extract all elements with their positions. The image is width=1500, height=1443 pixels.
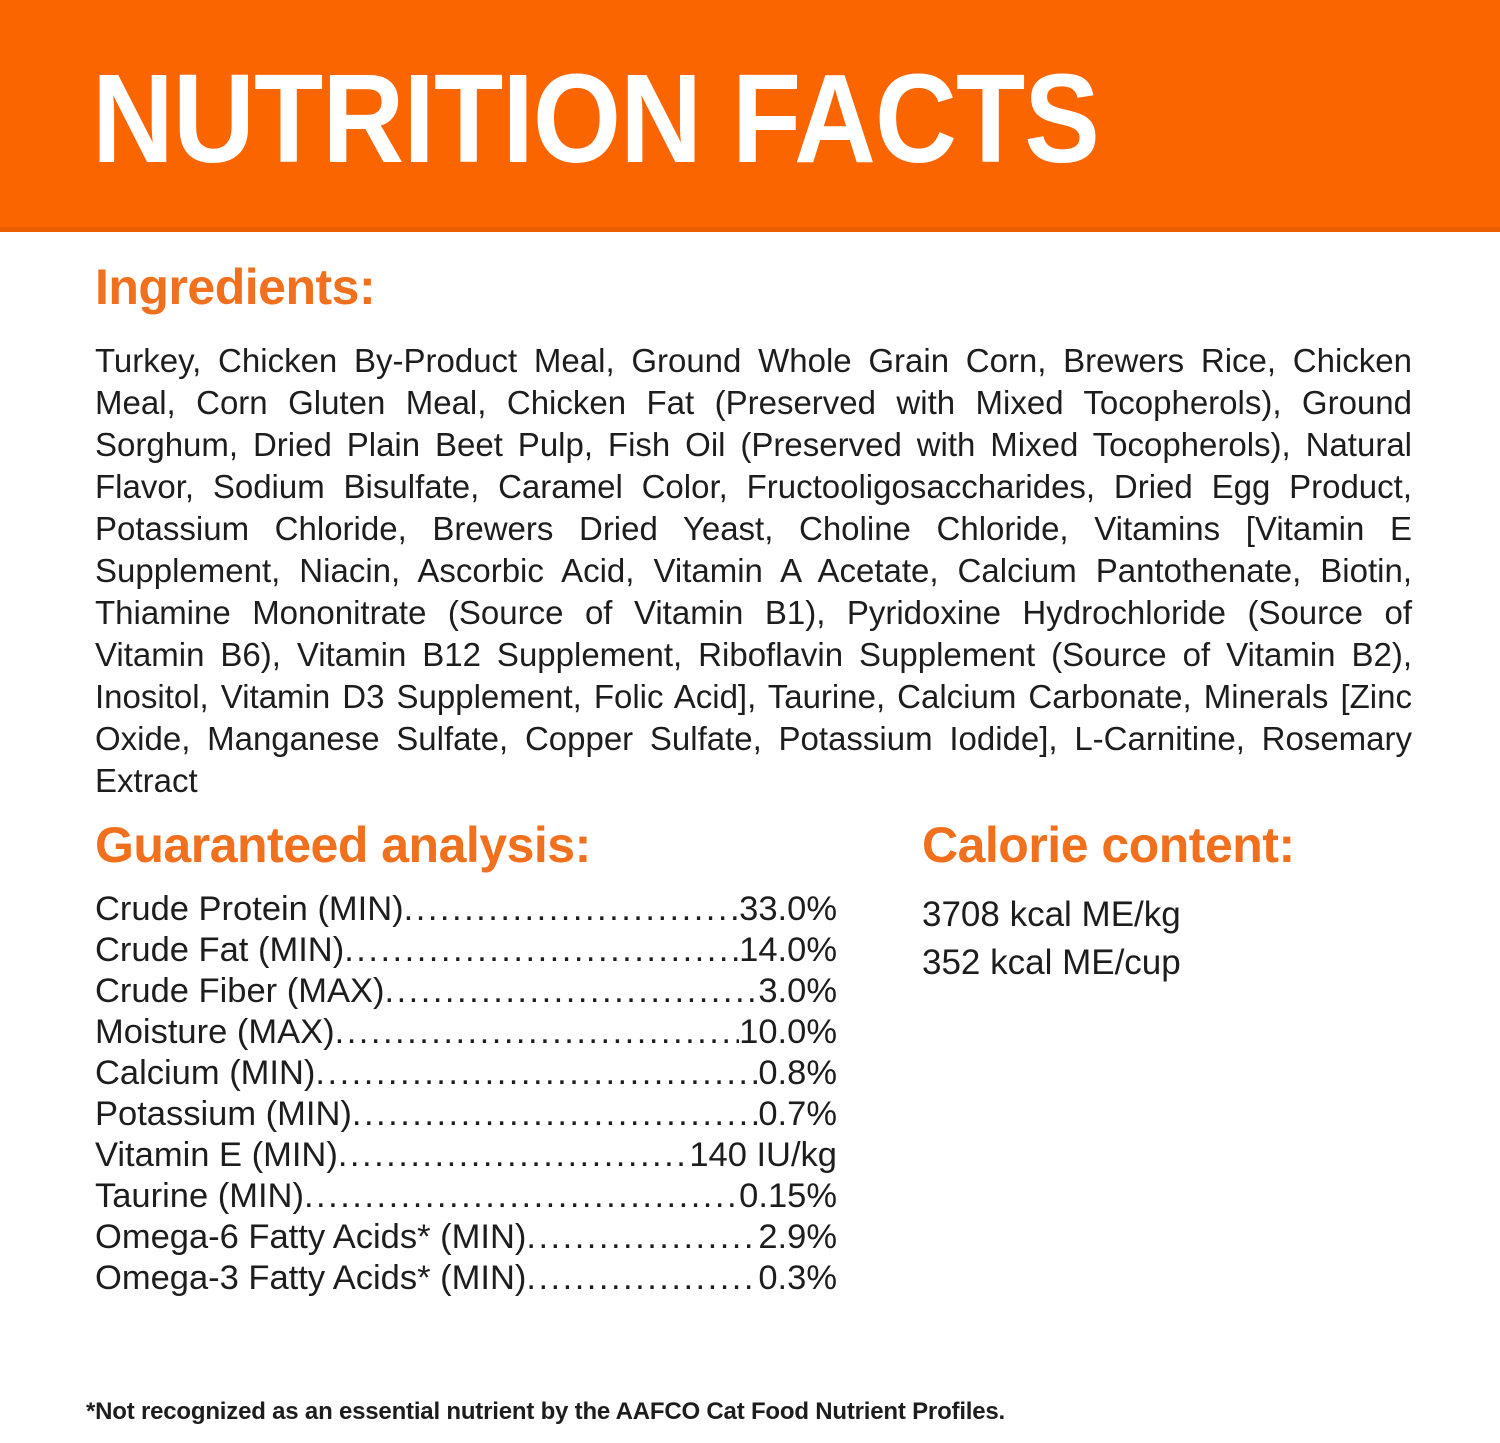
calorie-content-section: Calorie content: 3708 kcal ME/kg 352 kca…	[922, 818, 1412, 987]
analysis-label: Crude Fiber (MAX)	[95, 972, 385, 1010]
analysis-value: 2.9%	[758, 1218, 837, 1256]
calorie-line-cup: 352 kcal ME/cup	[922, 943, 1181, 982]
analysis-label: Omega-3 Fatty Acids* (MIN)	[95, 1259, 527, 1297]
analysis-label: Omega-6 Fatty Acids* (MIN)	[95, 1218, 527, 1256]
guaranteed-analysis-heading: Guaranteed analysis:	[95, 817, 591, 873]
analysis-row: Omega-3 Fatty Acids* (MIN) 0.3%	[95, 1258, 837, 1299]
analysis-row: Omega-6 Fatty Acids* (MIN) 2.9%	[95, 1217, 837, 1258]
aafco-footnote: *Not recognized as an essential nutrient…	[86, 1398, 1006, 1425]
analysis-row: Taurine (MIN) 0.15%	[95, 1176, 837, 1217]
analysis-value: 0.15%	[739, 1177, 837, 1215]
analysis-row: Crude Fat (MIN) 14.0%	[95, 930, 837, 971]
guaranteed-analysis-section: Guaranteed analysis: Crude Protein (MIN)…	[95, 818, 837, 1299]
analysis-value: 3.0%	[758, 972, 837, 1010]
leader-dots	[384, 971, 758, 1012]
leader-dots	[338, 1135, 690, 1176]
calorie-line-kg: 3708 kcal ME/kg	[922, 895, 1181, 934]
analysis-row: Crude Protein (MIN) 33.0%	[95, 889, 837, 930]
analysis-row: Potassium (MIN) 0.7%	[95, 1094, 837, 1135]
header-banner: NUTRITION FACTS	[0, 0, 1500, 232]
leader-dots	[315, 1053, 758, 1094]
analysis-columns: Guaranteed analysis: Crude Protein (MIN)…	[95, 818, 1412, 1299]
ingredients-text: Turkey, Chicken By-Product Meal, Ground …	[95, 342, 1412, 799]
leader-dots	[335, 1012, 740, 1053]
leader-dots	[526, 1258, 758, 1299]
analysis-value: 10.0%	[739, 1013, 837, 1051]
calorie-content-lines: 3708 kcal ME/kg 352 kcal ME/cup	[922, 891, 1412, 987]
analysis-label: Crude Protein (MIN)	[95, 890, 404, 928]
leader-dots	[526, 1217, 758, 1258]
leader-dots	[344, 930, 739, 971]
page-title: NUTRITION FACTS	[92, 48, 1100, 189]
analysis-label: Moisture (MAX)	[95, 1013, 335, 1051]
calorie-content-heading: Calorie content:	[922, 817, 1295, 873]
analysis-value: 0.8%	[758, 1054, 837, 1092]
analysis-value: 33.0%	[739, 890, 837, 928]
analysis-value: 14.0%	[739, 931, 837, 969]
analysis-row: Moisture (MAX) 10.0%	[95, 1012, 837, 1053]
label-content: Ingredients: Turkey, Chicken By-Product …	[0, 260, 1500, 1299]
leader-dots	[304, 1176, 739, 1217]
analysis-value: 0.7%	[758, 1095, 837, 1133]
analysis-label: Crude Fat (MIN)	[95, 931, 345, 969]
analysis-label: Potassium (MIN)	[95, 1095, 352, 1133]
leader-dots	[352, 1094, 758, 1135]
guaranteed-analysis-list: Crude Protein (MIN) 33.0% Crude Fat (MIN…	[95, 889, 837, 1299]
ingredients-heading: Ingredients:	[95, 259, 376, 315]
analysis-label: Calcium (MIN)	[95, 1054, 316, 1092]
analysis-row: Crude Fiber (MAX) 3.0%	[95, 971, 837, 1012]
analysis-row: Calcium (MIN) 0.8%	[95, 1053, 837, 1094]
analysis-value: 0.3%	[758, 1259, 837, 1297]
leader-dots	[404, 889, 740, 930]
analysis-row: Vitamin E (MIN) 140 IU/kg	[95, 1135, 837, 1176]
analysis-label: Taurine (MIN)	[95, 1177, 304, 1215]
analysis-value: 140 IU/kg	[689, 1136, 837, 1174]
analysis-label: Vitamin E (MIN)	[95, 1136, 338, 1174]
